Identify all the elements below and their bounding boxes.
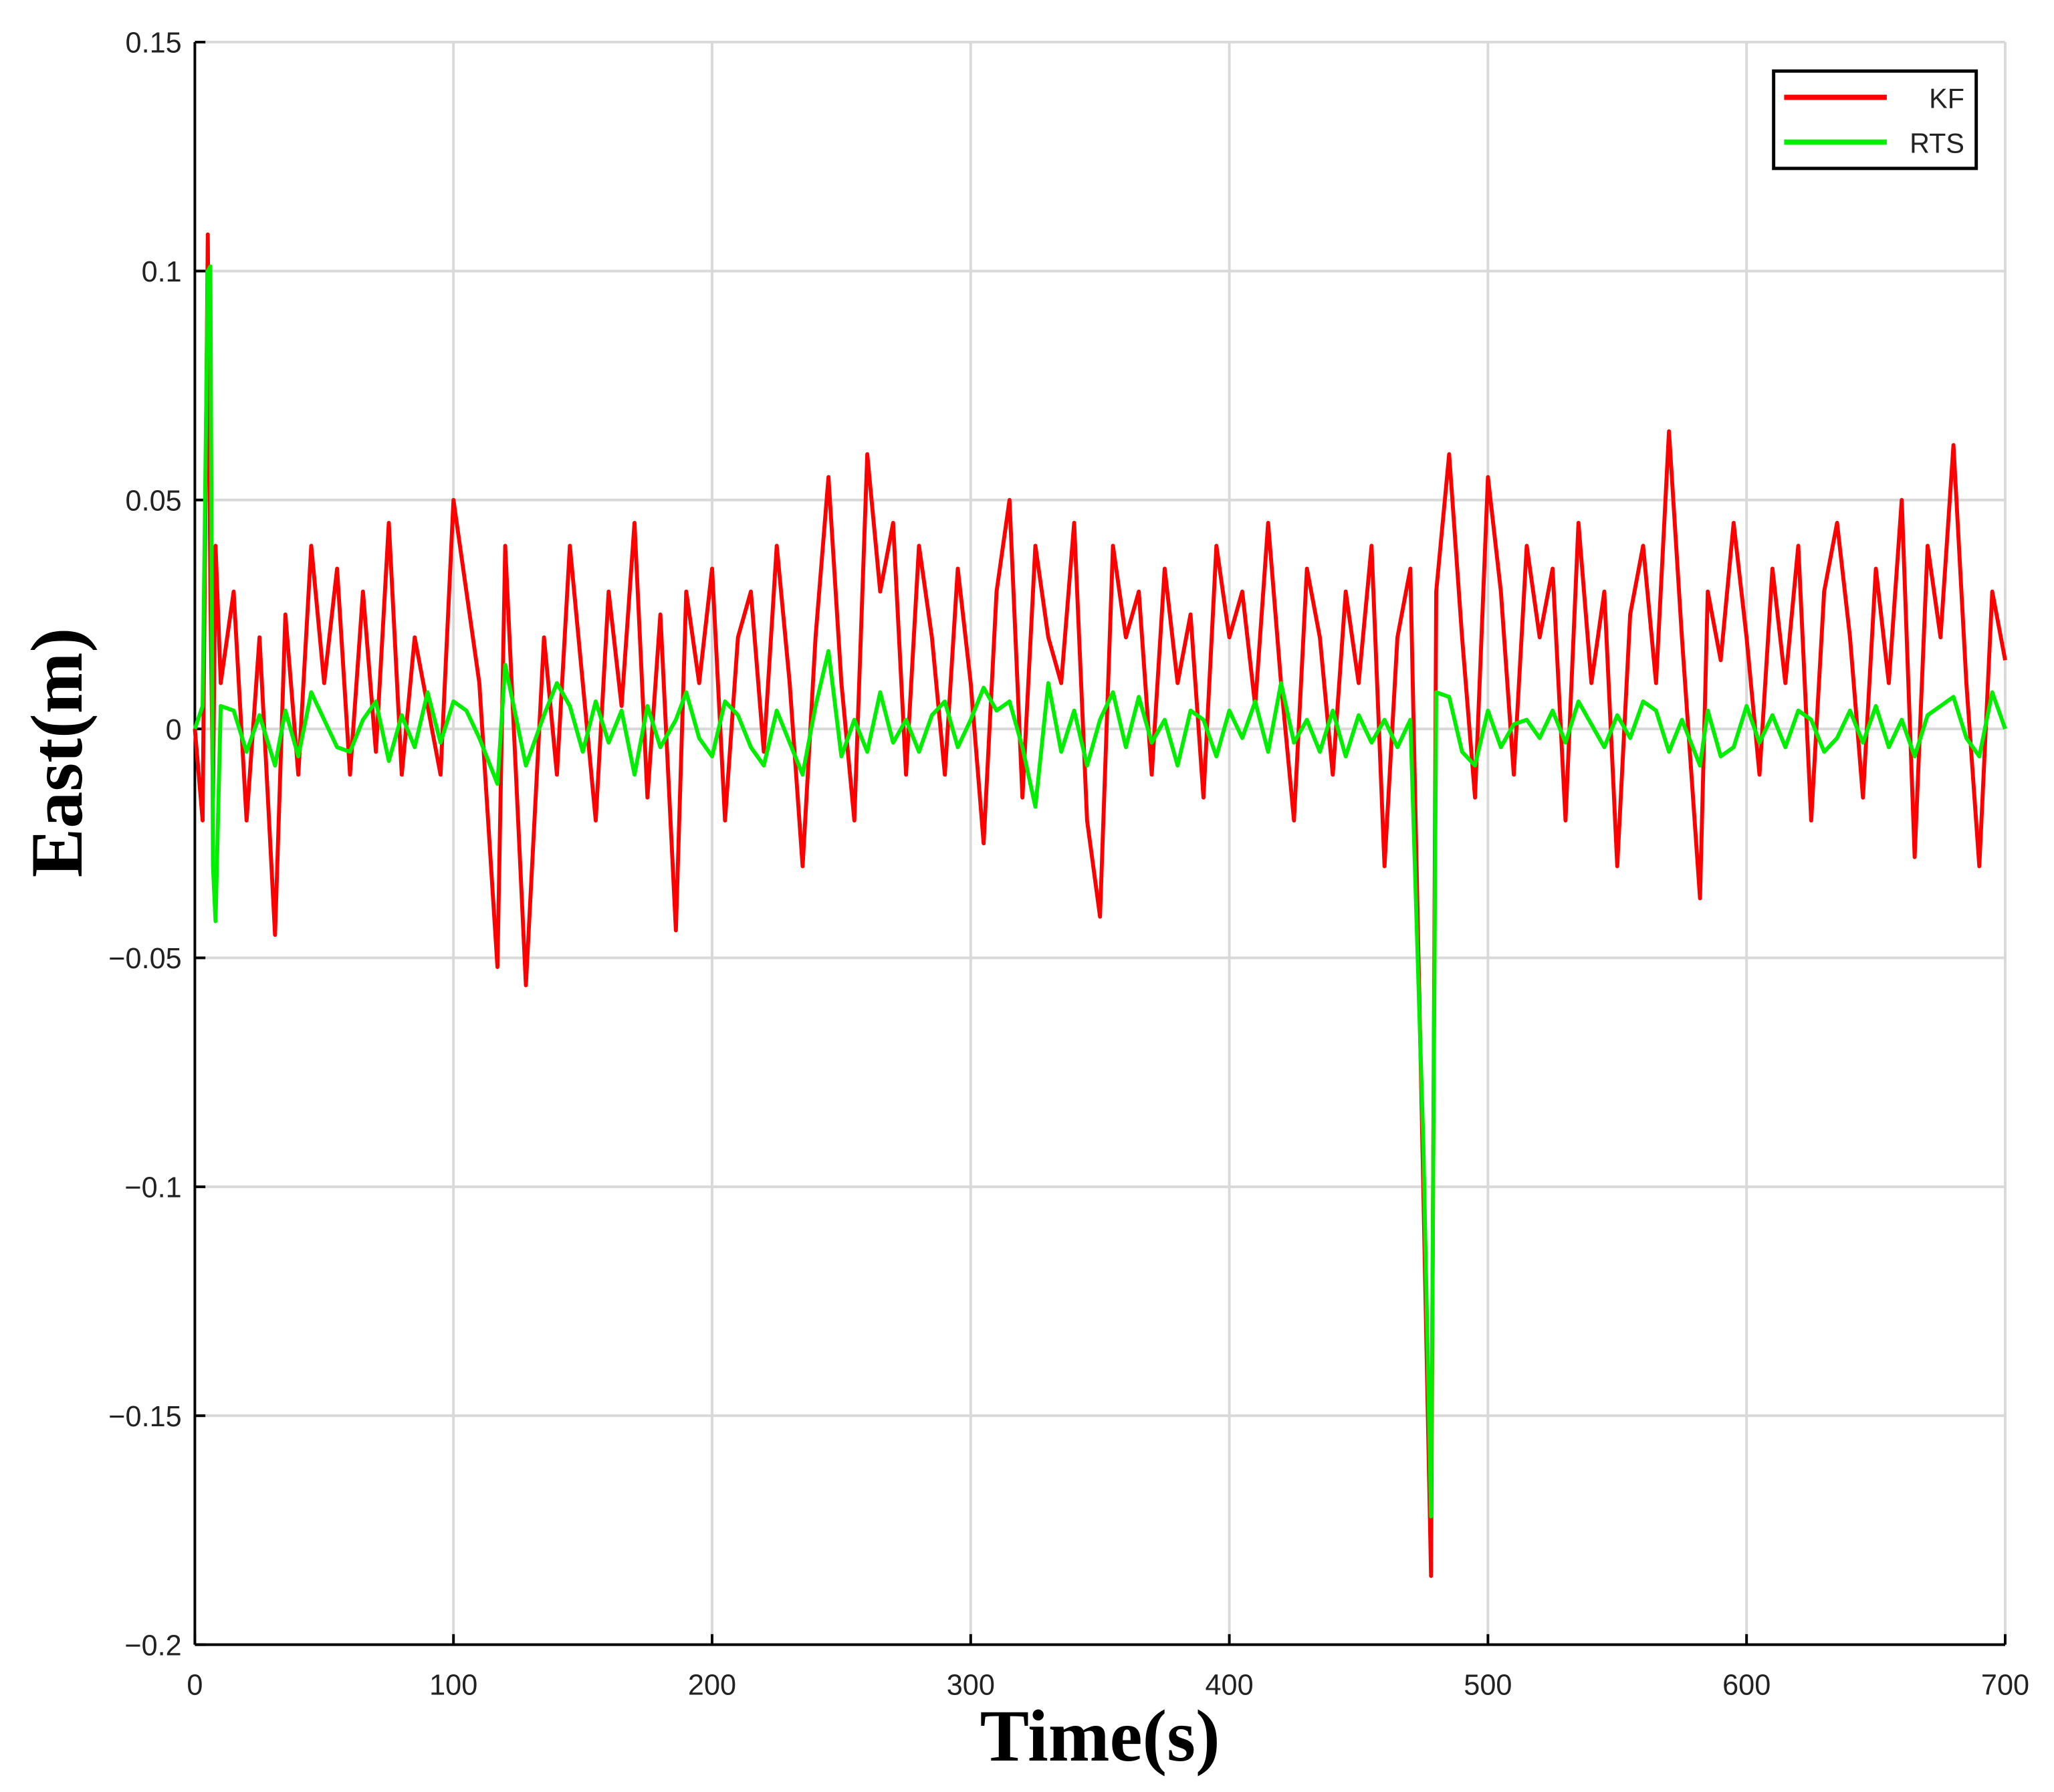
grid	[193, 40, 2007, 1646]
legend-label: KF	[1929, 83, 1964, 114]
x-tick-label: 200	[688, 1669, 736, 1701]
y-tick-label: 0.05	[126, 485, 182, 517]
y-axis-title: East(m)	[16, 628, 98, 877]
x-tick-label: 400	[1206, 1669, 1254, 1701]
y-tick-label: −0.15	[108, 1401, 181, 1433]
x-tick-label: 100	[429, 1669, 477, 1701]
x-axis-title: Time(s)	[980, 1695, 1220, 1777]
legend-box	[1772, 69, 1978, 171]
legend: KF RTS	[1772, 69, 1978, 171]
y-tick-label: −0.1	[124, 1172, 181, 1204]
y-tick-label: −0.05	[108, 943, 181, 975]
y-tick-label: 0.1	[142, 256, 182, 288]
x-tick-label: 600	[1722, 1669, 1771, 1701]
x-tick-label: 500	[1464, 1669, 1512, 1701]
y-tick-label: 0.15	[126, 27, 182, 60]
x-tick-label: 700	[1981, 1669, 2029, 1701]
series-line	[193, 264, 2007, 1519]
y-tick-label: −0.2	[124, 1630, 181, 1662]
x-tick-label: 300	[947, 1669, 995, 1701]
y-tick-label: 0	[166, 714, 182, 746]
x-tick-label: 0	[187, 1669, 203, 1701]
legend-label: RTS	[1910, 128, 1964, 158]
series-line	[193, 232, 2007, 1578]
